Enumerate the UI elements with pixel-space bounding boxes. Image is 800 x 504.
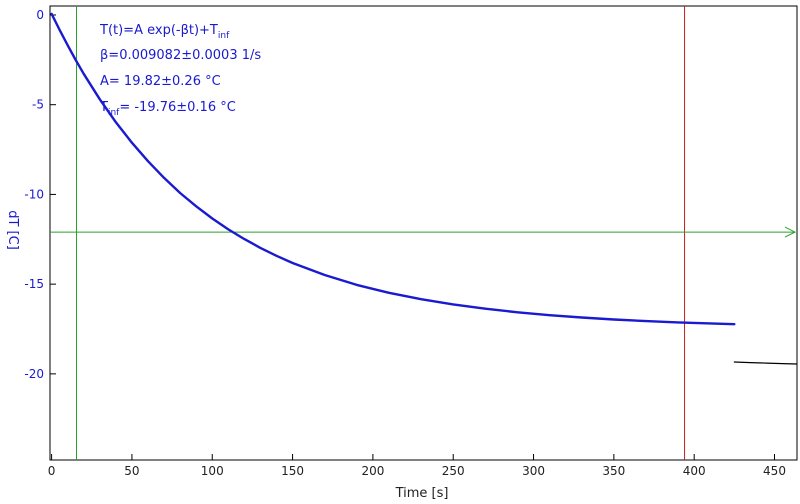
y-tick-label: 0 bbox=[36, 8, 44, 22]
plot-frame bbox=[49, 5, 798, 461]
y-axis-ticks: 0 -5 -10 -15 -20 bbox=[24, 8, 56, 381]
x-tick-label: 50 bbox=[124, 464, 139, 478]
x-tick-label: 250 bbox=[442, 464, 465, 478]
x-tick-label: 300 bbox=[522, 464, 545, 478]
green-horizontal-cursor-arrowhead bbox=[784, 226, 797, 238]
x-axis-label: Time [s] bbox=[395, 486, 449, 501]
fit-tinf: Tinf= -19.76±0.16 °C bbox=[99, 100, 236, 118]
fit-extrapolation-line bbox=[733, 361, 798, 365]
x-tick-label: 200 bbox=[361, 464, 384, 478]
y-tick-label: -20 bbox=[24, 367, 44, 381]
y-tick-label: -15 bbox=[24, 277, 44, 291]
x-tick-label: 0 bbox=[48, 464, 56, 478]
fit-formula: T(t)=A exp(-βt)+Tinf bbox=[99, 23, 230, 41]
x-tick-label: 400 bbox=[683, 464, 706, 478]
fit-beta: β=0.009082±0.0003 1/s bbox=[100, 48, 261, 63]
x-axis-ticks: 0 50 100 150 200 250 300 350 400 450 bbox=[48, 454, 786, 478]
x-tick-label: 150 bbox=[281, 464, 304, 478]
x-tick-label: 100 bbox=[201, 464, 224, 478]
y-axis-label: dT [C] bbox=[5, 210, 20, 250]
y-tick-label: -10 bbox=[24, 187, 44, 201]
x-tick-label: 450 bbox=[763, 464, 786, 478]
fit-a: A= 19.82±0.26 °C bbox=[100, 74, 221, 89]
x-tick-label: 350 bbox=[602, 464, 625, 478]
measured-data-line bbox=[50, 12, 736, 326]
y-tick-label: -5 bbox=[32, 98, 44, 112]
